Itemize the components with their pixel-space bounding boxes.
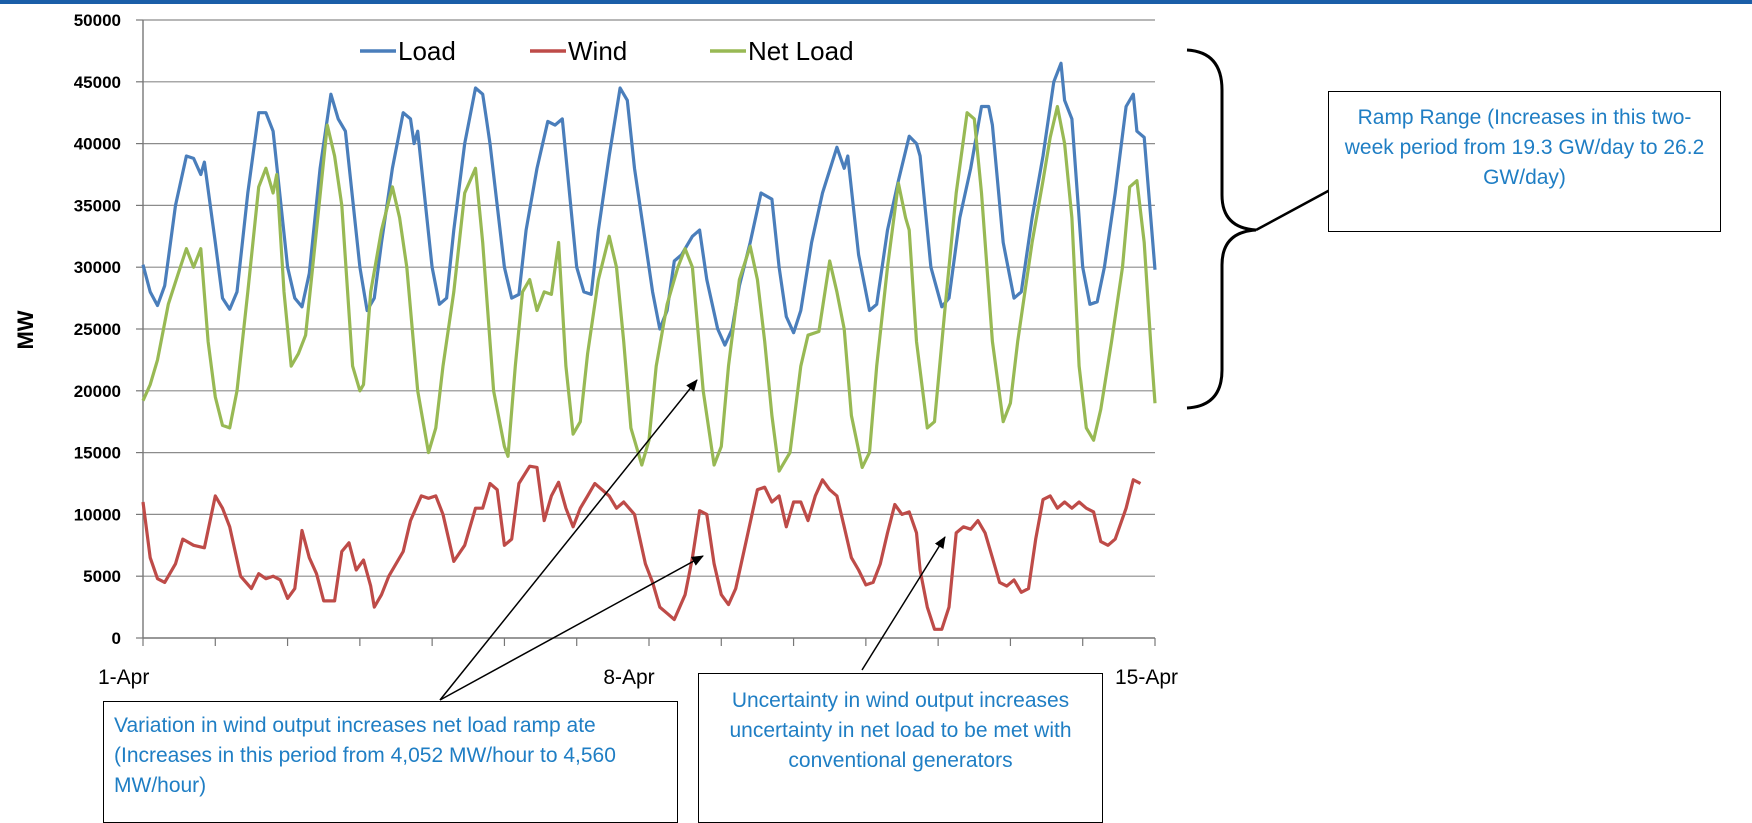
- top-accent-rule: [0, 0, 1752, 4]
- series-line-wind: [141, 464, 1142, 631]
- legend-label-net-load: Net Load: [748, 36, 854, 66]
- y-tick-label: 50000: [74, 11, 121, 30]
- x-tick-label: 1-Apr: [98, 666, 149, 689]
- wind-uncertainty-annotation: Uncertainty in wind output increases unc…: [698, 673, 1103, 823]
- x-tick-label: 15-Apr: [1115, 666, 1178, 689]
- uncertainty-arrow-wind: [861, 536, 946, 671]
- ramp-range-bracket: [1186, 48, 1257, 410]
- y-tick-label: 0: [112, 629, 121, 648]
- series-line-load: [141, 61, 1157, 347]
- ramp-range-annotation: Ramp Range (Increases in this two-week p…: [1328, 91, 1721, 232]
- ramp-range-connector: [1255, 188, 1331, 232]
- y-axis-label: MW: [13, 310, 38, 349]
- y-tick-label: 30000: [74, 258, 121, 277]
- axes: 0 5000 10000 15000 20000 25000 30000 35000 40000…: [74, 11, 1178, 689]
- y-tick-label: 45000: [74, 73, 121, 92]
- variation-arrow-wind: [439, 555, 704, 701]
- series-line-net-load: [141, 104, 1157, 473]
- y-tick-label: 20000: [74, 382, 121, 401]
- x-tick-label: 8-Apr: [603, 666, 654, 689]
- y-tick-label: 40000: [74, 135, 121, 154]
- legend-label-load: Load: [398, 36, 456, 66]
- legend: Load Wind Net Load: [360, 36, 854, 66]
- series-lines: [141, 61, 1157, 631]
- y-tick-label: 15000: [74, 444, 121, 463]
- legend-label-wind: Wind: [568, 36, 627, 66]
- y-tick-label: 25000: [74, 320, 121, 339]
- wind-variation-annotation: Variation in wind output increases net l…: [103, 701, 678, 823]
- y-tick-label: 10000: [74, 505, 121, 524]
- y-tick-label: 35000: [74, 196, 121, 215]
- y-tick-label: 5000: [83, 567, 121, 586]
- variation-arrow-netload: [439, 379, 698, 701]
